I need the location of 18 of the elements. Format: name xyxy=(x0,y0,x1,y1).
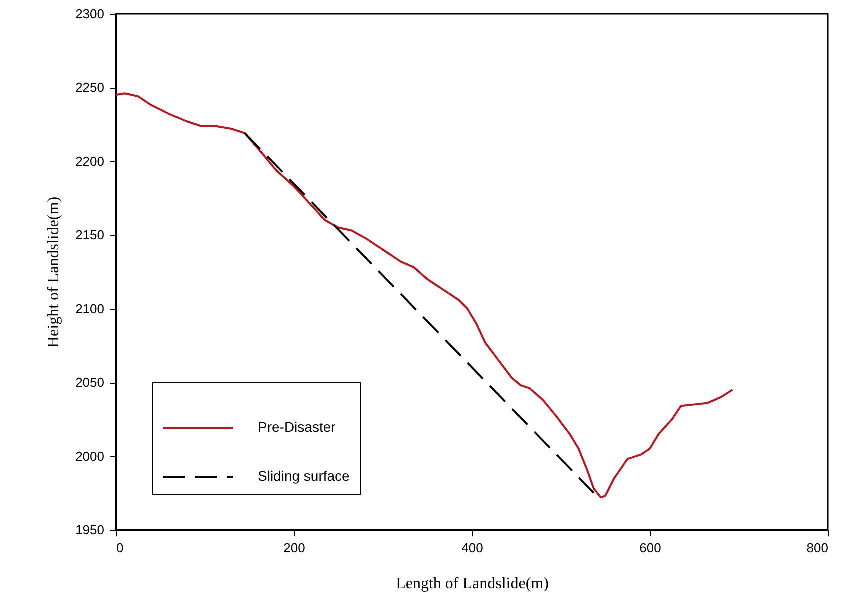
y-tick-label: 1950 xyxy=(76,522,104,538)
y-axis-title: Height of Landslide(m) xyxy=(46,196,63,348)
line-series xyxy=(115,92,734,499)
x-axis-title: Length of Landslide(m) xyxy=(396,576,549,592)
legend-label: Pre-Disaster xyxy=(258,419,336,435)
x-tick-label: 400 xyxy=(462,540,484,556)
x-tick-label: 0 xyxy=(116,540,124,556)
y-tick-label: 2300 xyxy=(76,6,104,22)
y-tick-label: 2200 xyxy=(76,154,104,169)
x-tick-label: 200 xyxy=(284,540,306,556)
y-tick-label: 2000 xyxy=(76,448,104,464)
y-tick-label: 2100 xyxy=(76,301,104,316)
legend-label: Sliding surface xyxy=(258,468,350,484)
y-tick-label: 2050 xyxy=(76,375,104,390)
y-tick-label: 2150 xyxy=(76,228,104,243)
x-tick-label: 800 xyxy=(806,540,828,556)
x-tick-label: 600 xyxy=(640,540,662,556)
y-tick-label: 2250 xyxy=(76,80,104,96)
